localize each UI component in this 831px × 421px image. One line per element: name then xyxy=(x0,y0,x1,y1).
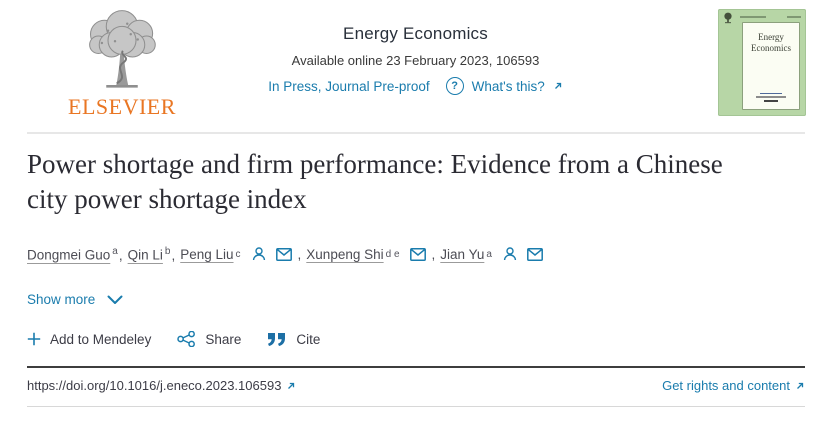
journal-info: Energy Economics Available online 23 Feb… xyxy=(0,24,831,95)
author-peng-liu: Peng Liu c , xyxy=(180,246,302,262)
share-icon xyxy=(177,331,196,347)
header-divider xyxy=(27,132,805,134)
elsevier-wordmark: ELSEVIER xyxy=(68,94,176,119)
external-link-icon xyxy=(797,382,804,389)
author-link[interactable]: Qin Li xyxy=(127,247,163,263)
cover-title-panel: Energy Economics xyxy=(742,22,800,110)
author-list: Dongmei Guo a, Qin Li b, Peng Liu c , Xunpe… xyxy=(27,246,543,263)
elsevier-tree-icon xyxy=(89,10,156,88)
show-more-button[interactable]: Show more xyxy=(27,292,123,307)
add-to-mendeley-button[interactable]: Add to Mendeley xyxy=(27,332,151,347)
doi-text: https://doi.org/10.1016/j.eneco.2023.106… xyxy=(27,378,282,393)
plus-icon xyxy=(27,332,41,346)
question-circle-icon[interactable]: ? xyxy=(445,77,464,95)
affiliation-sup: d e xyxy=(385,248,400,260)
author-link[interactable]: Jian Yu xyxy=(440,246,485,262)
author-xunpeng-shi: Xunpeng Shi d e , xyxy=(306,246,436,262)
available-online-text: Available online 23 February 2023, 10659… xyxy=(291,53,540,68)
get-rights-link[interactable]: Get rights and content xyxy=(662,378,805,393)
author-link[interactable]: Xunpeng Shi xyxy=(306,246,384,262)
email-icon[interactable] xyxy=(526,247,543,261)
content-divider-dark xyxy=(27,366,805,368)
share-button[interactable]: Share xyxy=(177,331,241,347)
show-more-label: Show more xyxy=(27,292,96,307)
author-link[interactable]: Peng Liu xyxy=(180,246,234,262)
journal-title[interactable]: Energy Economics xyxy=(343,24,488,43)
author-dongmei-guo: Dongmei Guo a, xyxy=(27,246,123,263)
affiliation-sup: c xyxy=(235,248,241,260)
cover-fineprint-top xyxy=(740,16,801,18)
email-icon[interactable] xyxy=(275,247,292,261)
affiliation-sup: b xyxy=(164,246,171,257)
cover-journal-title: Energy Economics xyxy=(751,32,791,53)
cite-label: Cite xyxy=(296,331,321,347)
bottom-divider xyxy=(27,406,805,407)
whats-this-link[interactable]: What's this? xyxy=(471,78,545,94)
author-qin-li: Qin Li b, xyxy=(127,246,176,263)
cite-quote-icon xyxy=(268,332,286,346)
email-icon[interactable] xyxy=(409,247,426,261)
external-link-icon xyxy=(554,82,561,89)
add-to-mendeley-label: Add to Mendeley xyxy=(50,331,152,347)
author-jian-yu: Jian Yu a xyxy=(440,246,543,262)
article-title: Power shortage and firm performance: Evi… xyxy=(27,149,723,214)
person-icon[interactable] xyxy=(502,246,518,262)
doi-link[interactable]: https://doi.org/10.1016/j.eneco.2023.106… xyxy=(27,378,296,393)
in-press-link[interactable]: In Press, Journal Pre-proof xyxy=(268,78,430,94)
affiliation-sup: a xyxy=(112,246,118,257)
get-rights-label: Get rights and content xyxy=(662,378,790,393)
cover-fineprint-bottom xyxy=(743,92,799,102)
external-link-icon xyxy=(288,382,295,389)
cover-tree-icon xyxy=(724,12,732,24)
journal-cover-thumbnail[interactable]: Energy Economics xyxy=(718,9,806,116)
author-link[interactable]: Dongmei Guo xyxy=(27,247,111,263)
action-bar: Add to Mendeley Share Cite xyxy=(27,331,320,347)
affiliation-sup: a xyxy=(486,248,492,260)
chevron-down-icon xyxy=(107,295,123,304)
share-label: Share xyxy=(205,331,242,347)
elsevier-logo[interactable]: ELSEVIER xyxy=(52,8,192,120)
doi-row: https://doi.org/10.1016/j.eneco.2023.106… xyxy=(27,378,805,393)
person-icon[interactable] xyxy=(251,246,267,262)
cite-button[interactable]: Cite xyxy=(267,332,320,347)
in-press-row: In Press, Journal Pre-proof ? What's thi… xyxy=(0,77,831,95)
